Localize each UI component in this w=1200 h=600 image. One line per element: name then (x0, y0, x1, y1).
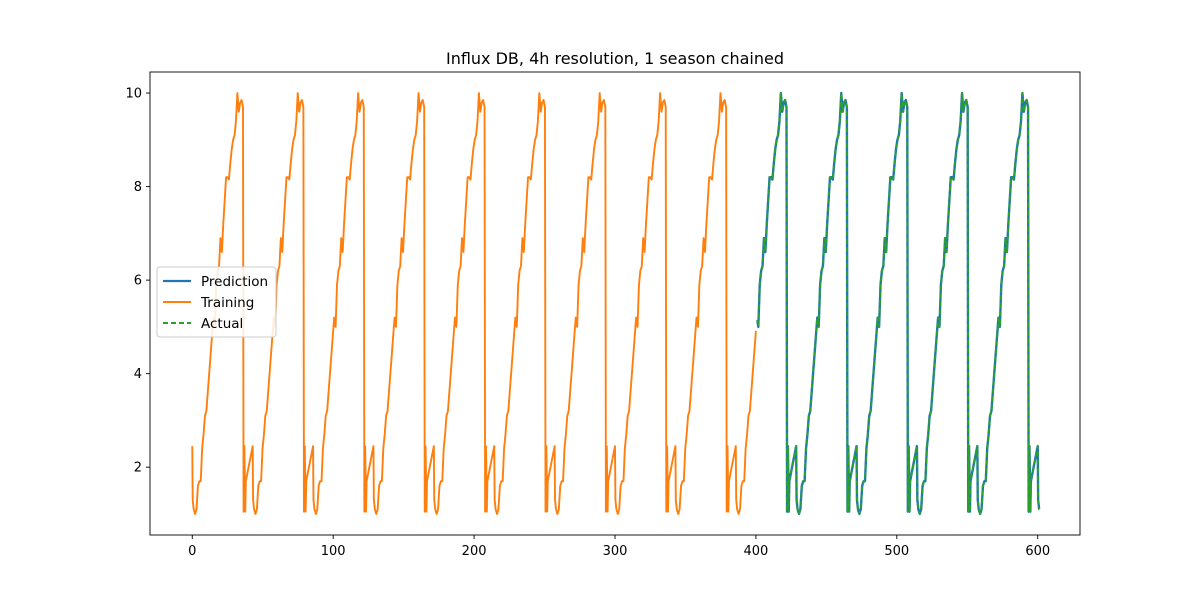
series-line-training (191, 92, 757, 515)
y-tick-label: 4 (134, 367, 142, 382)
legend: Prediction Training Actual (156, 266, 277, 338)
x-axis: 0 100 200 300 400 500 600 (188, 535, 1050, 559)
x-tick-label: 300 (603, 544, 628, 559)
x-tick-label: 200 (462, 544, 487, 559)
x-tick-label: 0 (188, 544, 196, 559)
legend-label-prediction: Prediction (201, 274, 268, 290)
legend-label-training: Training (200, 295, 254, 311)
y-tick-label: 2 (134, 461, 142, 476)
y-tick-label: 8 (134, 180, 142, 195)
chart-title: Influx DB, 4h resolution, 1 season chain… (446, 49, 784, 68)
series-layer (191, 91, 1041, 516)
x-tick-label: 600 (1025, 544, 1050, 559)
x-tick-label: 400 (743, 544, 768, 559)
legend-box (156, 266, 277, 338)
y-tick-label: 6 (134, 274, 142, 289)
x-tick-label: 500 (884, 544, 909, 559)
series-line-actual (756, 92, 1041, 515)
plot-area: 0 100 200 300 400 500 600 2 4 6 8 10 (125, 71, 1081, 559)
x-tick-label: 100 (321, 544, 346, 559)
y-axis: 2 4 6 8 10 (125, 87, 150, 476)
legend-label-actual: Actual (201, 316, 243, 332)
y-tick-label: 10 (125, 87, 142, 102)
